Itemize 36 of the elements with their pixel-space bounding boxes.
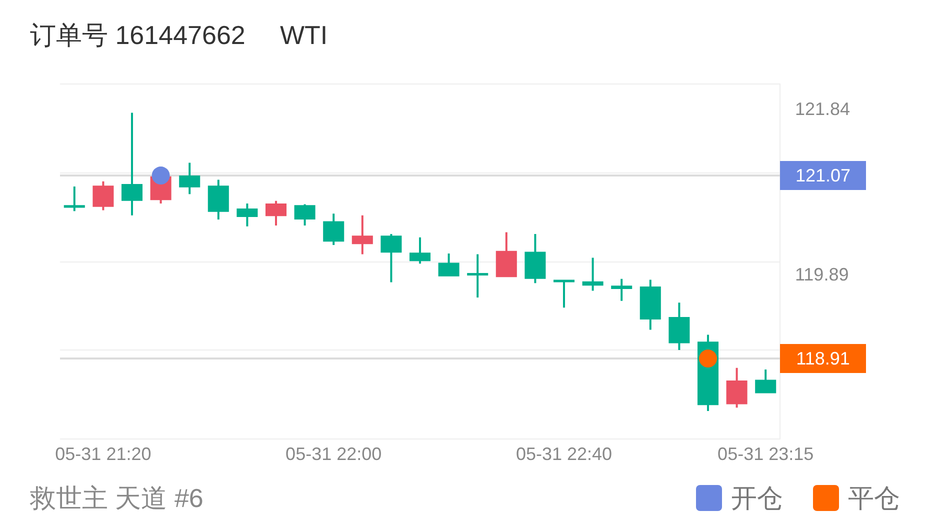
candlestick — [524, 234, 546, 284]
candlestick — [611, 278, 632, 301]
candlestick — [208, 180, 229, 220]
legend-label: 开仓 — [731, 483, 783, 513]
candlestick — [352, 215, 373, 254]
candlestick — [92, 181, 114, 210]
x-tick-label: 05-31 22:40 — [516, 444, 612, 464]
candlestick — [294, 204, 316, 226]
x-tick-label: 05-31 22:00 — [286, 444, 382, 464]
candlestick — [380, 234, 402, 282]
y-tick-label: 121.84 — [795, 99, 850, 120]
candlestick — [409, 237, 431, 264]
candlestick — [640, 280, 661, 330]
candlestick — [121, 112, 143, 216]
candlestick — [467, 254, 488, 298]
candlestick — [582, 258, 604, 291]
candlestick — [438, 253, 460, 276]
candlestick — [668, 302, 690, 350]
candlestick — [236, 203, 258, 226]
candlestick — [726, 368, 748, 408]
ref-line-label: 121.07 — [795, 165, 851, 186]
candlestick — [179, 162, 200, 194]
x-tick-label: 05-31 23:15 — [718, 444, 814, 464]
text: 救世主 天道 #6 — [30, 483, 204, 513]
legend-label: 平仓 — [848, 483, 900, 513]
ref-line-label: 118.91 — [796, 348, 850, 368]
candlestick — [323, 214, 344, 245]
candlestick — [265, 200, 287, 226]
x-tick-label: 05-31 21:20 — [55, 444, 152, 464]
y-tick-label: 119.89 — [795, 264, 849, 284]
chart-title: 订单号 161447662 — [30, 20, 246, 50]
candlestick — [64, 186, 85, 212]
candlestick — [496, 232, 517, 278]
candlestick — [755, 370, 776, 394]
candlestick — [553, 280, 575, 308]
chart-subtitle: WTI — [280, 20, 328, 50]
